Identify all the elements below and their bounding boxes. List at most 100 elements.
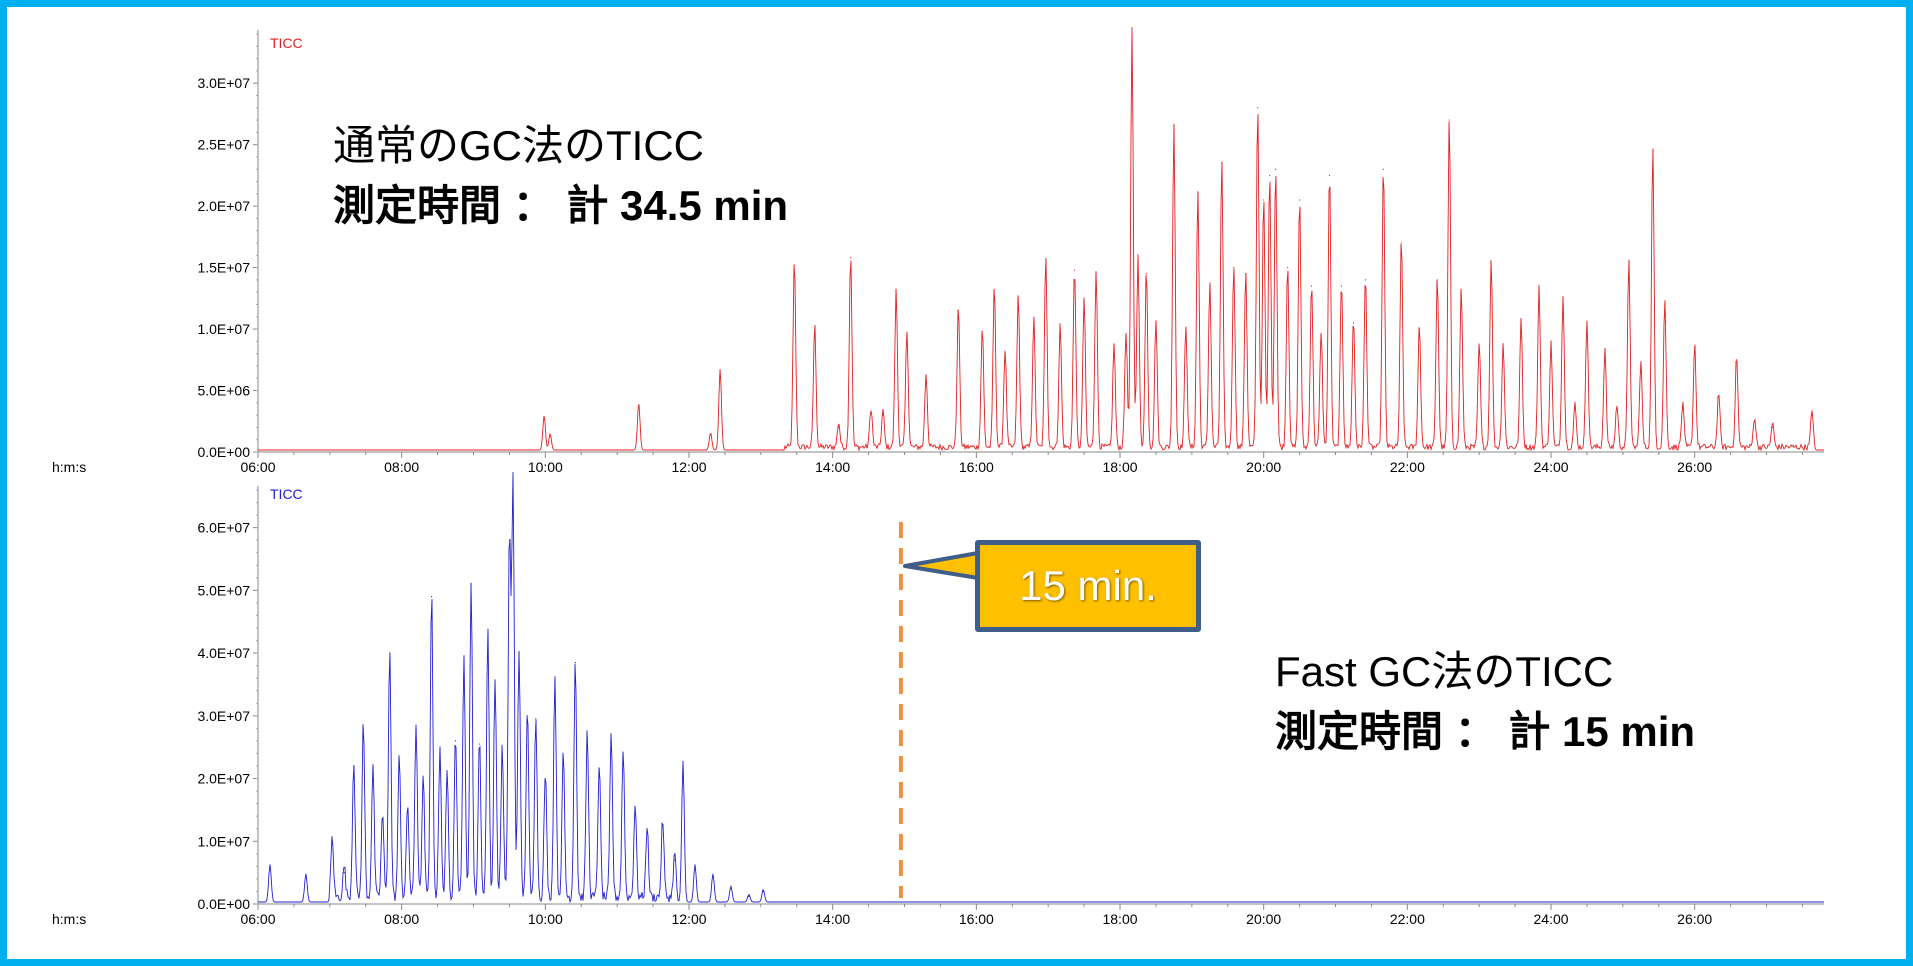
peak-apex	[1045, 258, 1047, 260]
peak-apex	[1299, 199, 1301, 201]
x-tick-label: 06:00	[240, 459, 275, 475]
peak-apex	[1502, 346, 1504, 349]
peak-apex	[574, 661, 576, 664]
peak-apex	[1209, 285, 1211, 287]
top-annotation-line-1: 通常のGC法のTICC	[333, 122, 704, 169]
peak-apex	[362, 727, 364, 729]
y-tick-label: 5.0E+07	[197, 582, 250, 598]
peak-apex	[398, 762, 400, 764]
peak-apex	[870, 412, 872, 414]
trace-label: TICC	[270, 486, 303, 502]
peak-apex	[748, 895, 750, 898]
y-tick-label: 1.0E+07	[197, 833, 250, 849]
peak-apex	[646, 831, 648, 833]
y-tick-label: 0.0E+00	[197, 444, 250, 460]
peak-apex	[1771, 426, 1774, 429]
peak-apex	[1628, 260, 1630, 263]
peak-apex	[1328, 174, 1331, 176]
top-annotation-line-2: 測定時間 ： 計 34.5 min	[333, 182, 789, 229]
peak-apex	[1263, 199, 1265, 201]
peak-apex	[439, 755, 441, 758]
peak-apex	[1197, 193, 1199, 195]
peak-apex	[543, 416, 545, 419]
ticc-trace	[258, 27, 1824, 452]
x-tick-label: 08:00	[384, 911, 419, 927]
x-tick-label: 24:00	[1534, 911, 1569, 927]
peak-apex	[957, 310, 959, 312]
peak-apex	[1562, 297, 1564, 299]
peak-apex	[674, 859, 676, 861]
x-tick-label: 16:00	[959, 911, 994, 927]
peak-apex	[454, 740, 457, 742]
peak-apex	[1436, 279, 1438, 281]
peak-apex	[1131, 33, 1133, 35]
peak-apex	[1664, 303, 1666, 306]
peak-apex	[1155, 322, 1157, 324]
peak-apex	[269, 865, 271, 867]
time-axis-label: h:m:s	[52, 911, 86, 927]
peak-apex	[850, 257, 852, 259]
peak-apex	[1113, 346, 1115, 349]
x-tick-label: 22:00	[1390, 459, 1425, 475]
callout-text: 15 min.	[1019, 562, 1157, 609]
peak-apex	[1145, 273, 1147, 275]
x-tick-label: 08:00	[384, 459, 419, 475]
peak-apex	[1538, 291, 1540, 293]
peak-apex	[407, 809, 409, 811]
peak-apex	[422, 784, 424, 786]
x-tick-label: 18:00	[1102, 459, 1137, 475]
peak-apex	[478, 743, 481, 745]
peak-apex	[549, 435, 551, 437]
peak-apex	[501, 752, 503, 755]
peak-apex	[1185, 328, 1187, 330]
x-tick-label: 20:00	[1246, 459, 1281, 475]
peak-apex	[895, 294, 897, 296]
peak-apex	[1460, 291, 1462, 293]
peak-apex	[925, 377, 927, 379]
peak-apex	[730, 887, 732, 889]
callout-box: 15 min.	[975, 540, 1201, 632]
peak-apex	[1694, 346, 1696, 349]
peak-apex	[1095, 273, 1097, 275]
peak-apex	[1083, 301, 1085, 303]
peak-apex	[838, 426, 840, 429]
peak-apex	[1059, 328, 1061, 330]
peak-apex	[1811, 414, 1813, 416]
peak-apex	[1340, 285, 1343, 287]
peak-apex	[305, 875, 307, 877]
peak-apex	[598, 768, 600, 770]
peak-apex	[1287, 266, 1289, 269]
peak-apex	[1257, 107, 1259, 109]
peak-apex	[1004, 353, 1006, 355]
x-tick-label: 12:00	[671, 911, 706, 927]
y-tick-label: 2.5E+07	[197, 137, 250, 153]
peak-apex	[1352, 322, 1355, 324]
peak-apex	[372, 771, 374, 773]
peak-apex	[993, 289, 995, 291]
peak-apex	[1478, 346, 1480, 349]
x-tick-label: 12:00	[671, 459, 706, 475]
peak-apex	[526, 715, 528, 717]
y-tick-label: 3.0E+07	[197, 708, 250, 724]
peak-apex	[882, 414, 884, 416]
peak-apex	[1017, 297, 1019, 299]
peak-apex	[1269, 174, 1271, 176]
x-tick-label: 18:00	[1102, 911, 1137, 927]
trace-label: TICC	[270, 35, 303, 51]
peak-apex	[1245, 273, 1247, 275]
peak-apex	[1320, 334, 1322, 336]
y-tick-label: 1.5E+07	[197, 260, 250, 276]
bottom-annotation-line-2: 測定時間 ： 計 15 min	[1275, 708, 1696, 755]
peak-apex	[662, 824, 664, 827]
x-tick-label: 22:00	[1390, 911, 1425, 927]
y-tick-label: 6.0E+07	[197, 520, 250, 536]
time-axis-label: h:m:s	[52, 459, 86, 475]
chart-conventional-gc: 0.0E+00 5.0E+06 1.0E+07 1.5E+07 2.0E+07 2.5E+…	[52, 27, 1824, 475]
peak-apex	[1173, 125, 1175, 127]
peak-apex	[719, 370, 721, 372]
peak-apex	[554, 680, 556, 682]
peak-apex	[494, 680, 496, 682]
peak-apex	[1310, 285, 1313, 287]
y-tick-label: 1.0E+07	[197, 321, 250, 337]
peak-apex	[712, 875, 714, 877]
